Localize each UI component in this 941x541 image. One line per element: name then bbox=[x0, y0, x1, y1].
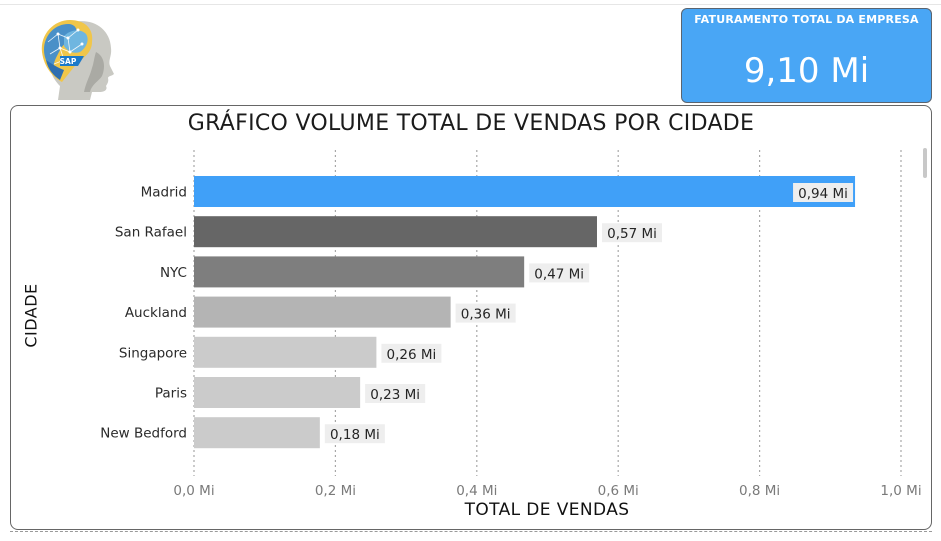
x-tick-label: 0,0 Mi bbox=[173, 483, 214, 499]
top-divider bbox=[0, 4, 941, 5]
sap-brain-logo: SAP bbox=[41, 20, 114, 100]
bar bbox=[194, 216, 597, 248]
x-tick-label: 0,2 Mi bbox=[315, 483, 356, 499]
bottom-divider bbox=[10, 531, 932, 532]
y-category-label: Singapore bbox=[119, 345, 187, 361]
kpi-label: FATURAMENTO TOTAL DA EMPRESA bbox=[694, 13, 919, 26]
data-label-background bbox=[455, 303, 516, 323]
bar bbox=[194, 417, 320, 449]
sap-badge: SAP bbox=[60, 56, 84, 66]
y-category-label: NYC bbox=[160, 265, 187, 281]
x-tick-label: 0,6 Mi bbox=[598, 483, 639, 499]
x-axis-title: TOTAL DE VENDAS bbox=[464, 500, 630, 520]
data-label: 0,47 Mi bbox=[534, 266, 584, 282]
chart-title: GRÁFICO VOLUME TOTAL DE VENDAS POR CIDAD… bbox=[187, 111, 755, 136]
bar bbox=[194, 296, 451, 328]
data-label: 0,23 Mi bbox=[370, 387, 420, 403]
y-category-label: San Rafael bbox=[115, 225, 187, 241]
y-category-label: Paris bbox=[155, 386, 187, 402]
data-label: 0,18 Mi bbox=[330, 427, 380, 443]
data-label: 0,94 Mi bbox=[798, 186, 848, 202]
y-category-label: Madrid bbox=[141, 185, 187, 201]
data-label-background bbox=[365, 384, 426, 403]
data-label-background bbox=[324, 424, 385, 444]
data-label-background bbox=[381, 343, 442, 363]
sales-by-city-chart-card[interactable]: GRÁFICO VOLUME TOTAL DE VENDAS POR CIDAD… bbox=[10, 105, 932, 530]
data-label-background bbox=[793, 183, 854, 202]
y-category-label: New Bedford bbox=[100, 426, 187, 442]
data-label-background bbox=[529, 263, 590, 283]
data-label: 0,36 Mi bbox=[461, 307, 511, 323]
kpi-value: 9,10 Mi bbox=[743, 51, 870, 91]
bar-chart: 0,0 Mi 0,2 Mi 0,4 Mi 0,6 Mi 0,8 Mi 1,0 Mi Madr… bbox=[100, 150, 922, 499]
bar bbox=[194, 377, 361, 408]
bar bbox=[194, 256, 525, 288]
bar bbox=[194, 176, 856, 207]
data-label: 0,26 Mi bbox=[387, 347, 437, 363]
x-tick-label: 1,0 Mi bbox=[880, 483, 921, 499]
x-tick-label: 0,4 Mi bbox=[456, 483, 497, 499]
svg-text:SAP: SAP bbox=[60, 57, 77, 66]
data-label: 0,57 Mi bbox=[607, 226, 657, 242]
x-tick-label: 0,8 Mi bbox=[739, 483, 780, 499]
bar bbox=[194, 336, 377, 368]
data-label-background bbox=[601, 223, 662, 243]
chart-scrollbar[interactable] bbox=[923, 148, 927, 178]
revenue-kpi-card[interactable]: FATURAMENTO TOTAL DA EMPRESA 9,10 Mi bbox=[681, 8, 932, 103]
y-category-label: Auckland bbox=[125, 305, 187, 321]
